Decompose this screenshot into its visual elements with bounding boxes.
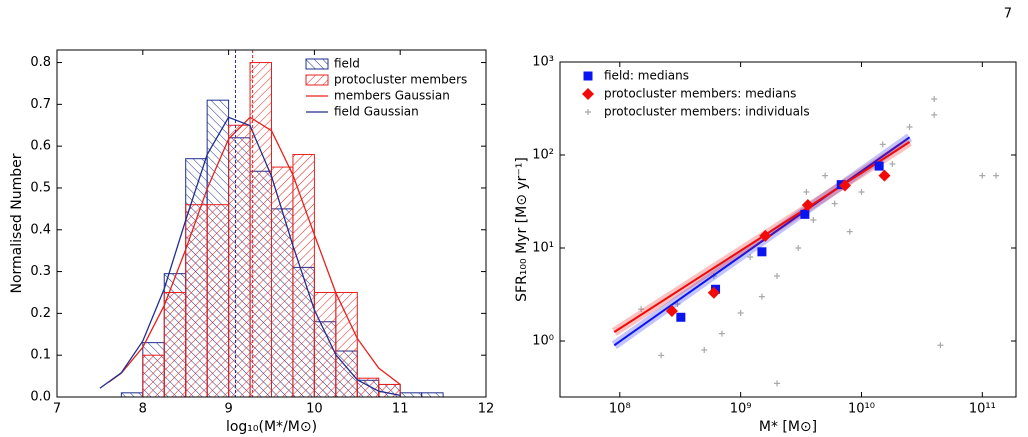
marker-plus — [701, 347, 708, 354]
x-tick-label: 10¹⁰ — [848, 402, 875, 417]
y-tick-label: 0.8 — [30, 55, 51, 70]
marker-plus — [846, 228, 853, 235]
marker-square — [583, 71, 593, 81]
histogram-bar — [163, 291, 187, 398]
marker-diamond — [838, 179, 851, 192]
marker-square — [757, 247, 767, 257]
marker-plus — [822, 172, 829, 179]
plot: 7 8 9 10 11 12 0.0 0.1 0.2 0.3 0.4 0.5 0.6 0.7 0.8 log₁… — [9, 50, 494, 435]
y-tick-label: 0.4 — [30, 222, 51, 237]
y-tick-label: 0.2 — [30, 306, 51, 321]
histogram-bar — [120, 392, 144, 398]
legend-label: protocluster members: individuals — [604, 105, 810, 119]
legend-label: field: medians — [604, 69, 689, 83]
histogram-bar — [292, 154, 315, 398]
marker-plus — [858, 189, 865, 196]
histogram-bar — [399, 392, 423, 398]
marker-plus — [931, 111, 938, 118]
histogram-bar — [313, 291, 337, 398]
legend-label: protocluster members: medians — [604, 87, 796, 101]
marker-diamond — [801, 199, 814, 212]
gaussian-line — [108, 116, 401, 385]
y-tick-label: 0.1 — [30, 348, 51, 363]
page-number: 7 — [1004, 7, 1012, 22]
histogram-bar — [249, 62, 273, 398]
marker-plus — [931, 96, 938, 103]
marker-plus — [803, 189, 810, 196]
x-tick-label: 11 — [392, 402, 409, 417]
x-tick-label: 10⁹ — [730, 402, 752, 417]
legend-label: protocluster members — [334, 73, 467, 87]
y-tick-label: 10¹ — [532, 241, 554, 256]
x-tick-label: 10 — [306, 402, 323, 417]
marker-plus — [674, 300, 681, 307]
x-axis-label: log₁₀(M*/M⊙) — [226, 419, 317, 435]
marker-square — [874, 161, 884, 171]
marker-plus — [906, 124, 913, 131]
marker-square — [800, 209, 810, 219]
marker-plus — [879, 141, 886, 148]
marker-plus — [810, 217, 817, 224]
fit-line — [613, 136, 911, 347]
axes-frame — [559, 61, 1017, 398]
marker-plus — [774, 273, 781, 280]
legend-swatch — [305, 58, 329, 70]
histogram-bar — [421, 392, 444, 398]
histogram-bar — [335, 291, 358, 398]
legend: field: medians protocluster members: medi… — [582, 69, 810, 119]
marker-plus — [831, 200, 838, 207]
x-tick-label: 10¹¹ — [969, 402, 996, 417]
marker-diamond — [707, 286, 720, 299]
plot: 10⁸ 10⁹ 10¹⁰ 10¹¹ 10⁰ 10¹ 10² 10³ M* [M⊙] SFR₁₀₀ … — [514, 55, 1016, 435]
y-tick-label: 0.5 — [30, 180, 51, 195]
histogram-bar — [228, 124, 251, 398]
marker-plus — [774, 380, 781, 387]
plot-area — [611, 96, 1000, 387]
histogram-bar — [142, 354, 165, 398]
marker-plus — [979, 172, 986, 179]
marker-plus — [758, 293, 765, 300]
legend-label: field Gaussian — [334, 105, 419, 119]
x-tick-label: 8 — [139, 402, 147, 417]
x-tick-label: 7 — [53, 402, 61, 417]
x-tick-label: 12 — [478, 402, 495, 417]
y-tick-label: 0.0 — [30, 390, 51, 405]
marker-plus — [585, 109, 591, 115]
x-tick-label: 9 — [224, 402, 232, 417]
y-axis-label: Normalised Number — [9, 153, 25, 293]
x-tick-label: 10⁸ — [609, 402, 631, 417]
marker-plus — [737, 310, 744, 317]
marker-plus — [658, 352, 665, 359]
marker-diamond — [582, 88, 594, 100]
marker-square — [676, 312, 686, 322]
marker-plus — [747, 254, 754, 261]
y-axis-label: SFR₁₀₀ Myr [M⊙ yr⁻¹] — [514, 157, 530, 302]
marker-plus — [889, 161, 896, 168]
marker-diamond — [759, 229, 772, 242]
legend-label: members Gaussian — [334, 89, 450, 103]
gaussian-line — [99, 116, 401, 396]
legend: field protocluster members members Gaussia… — [305, 57, 467, 119]
histogram-bar — [271, 166, 294, 398]
y-tick-label: 0.7 — [30, 97, 51, 112]
y-tick-label: 0.3 — [30, 264, 51, 279]
histogram-bar — [206, 204, 230, 398]
axes-frame — [56, 49, 487, 398]
y-tick-label: 10² — [532, 148, 554, 163]
marker-plus — [993, 172, 1000, 179]
legend-swatch — [305, 74, 329, 86]
legend-label: field — [334, 57, 360, 71]
marker-plus — [638, 306, 645, 313]
marker-diamond — [878, 169, 891, 182]
histogram-bar — [185, 204, 208, 398]
marker-plus — [937, 342, 944, 349]
y-tick-label: 0.6 — [30, 139, 51, 154]
marker-diamond — [665, 305, 678, 318]
marker-plus — [795, 245, 802, 252]
x-axis-label: M* [M⊙] — [759, 419, 817, 435]
y-tick-label: 10⁰ — [532, 334, 554, 349]
y-tick-label: 10³ — [532, 55, 554, 70]
marker-plus — [718, 330, 725, 337]
